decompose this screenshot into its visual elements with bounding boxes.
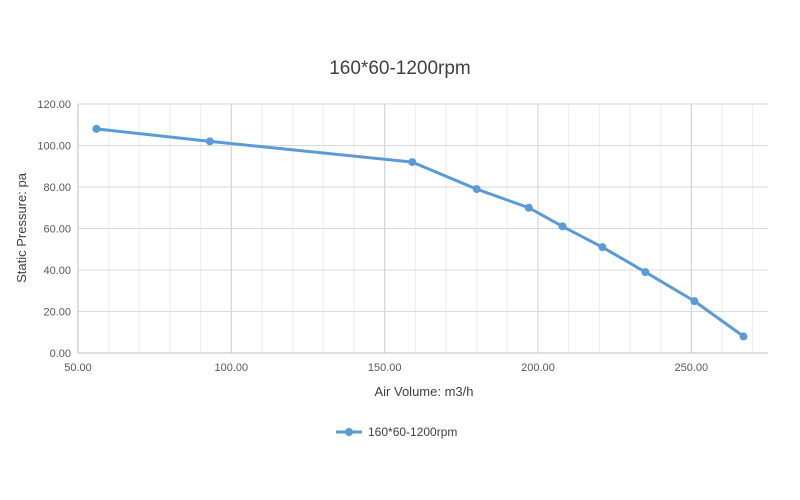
x-tick-label: 50.00 <box>64 362 92 374</box>
axes <box>77 104 768 354</box>
data-point <box>690 297 699 306</box>
y-tick-label: 0.00 <box>50 348 71 360</box>
y-tick-label: 40.00 <box>43 265 71 277</box>
data-point <box>739 332 748 341</box>
y-tick-label: 20.00 <box>43 307 71 319</box>
legend-label: 160*60-1200rpm <box>368 425 457 439</box>
series-line <box>96 127 745 338</box>
tick-labels: 50.00 100.00 150.00 200.00 250.00 0.00 20.00 40… <box>37 99 708 374</box>
y-tick-label: 80.00 <box>43 182 71 194</box>
y-tick-label: 120.00 <box>37 99 71 111</box>
data-point <box>205 137 214 146</box>
data-point <box>92 124 101 133</box>
data-point <box>408 158 417 167</box>
y-axis-title: Static Pressure: pa <box>14 172 29 283</box>
x-tick-label: 100.00 <box>215 362 249 374</box>
x-tick-label: 200.00 <box>521 362 555 374</box>
y-tick-label: 100.00 <box>37 141 71 153</box>
data-point <box>524 203 533 212</box>
chart-title: 160*60-1200rpm <box>329 58 471 79</box>
x-tick-label: 250.00 <box>675 362 709 374</box>
data-series <box>92 124 748 341</box>
x-axis-title: Air Volume: m3/h <box>375 384 474 399</box>
legend-marker-icon <box>345 428 353 436</box>
data-point <box>641 268 650 277</box>
data-point <box>598 243 607 252</box>
grid-lines <box>78 103 768 353</box>
legend: 160*60-1200rpm <box>336 425 457 439</box>
data-point <box>558 222 567 231</box>
data-point <box>472 185 481 194</box>
x-tick-label: 150.00 <box>368 362 402 374</box>
y-tick-label: 60.00 <box>43 224 71 236</box>
